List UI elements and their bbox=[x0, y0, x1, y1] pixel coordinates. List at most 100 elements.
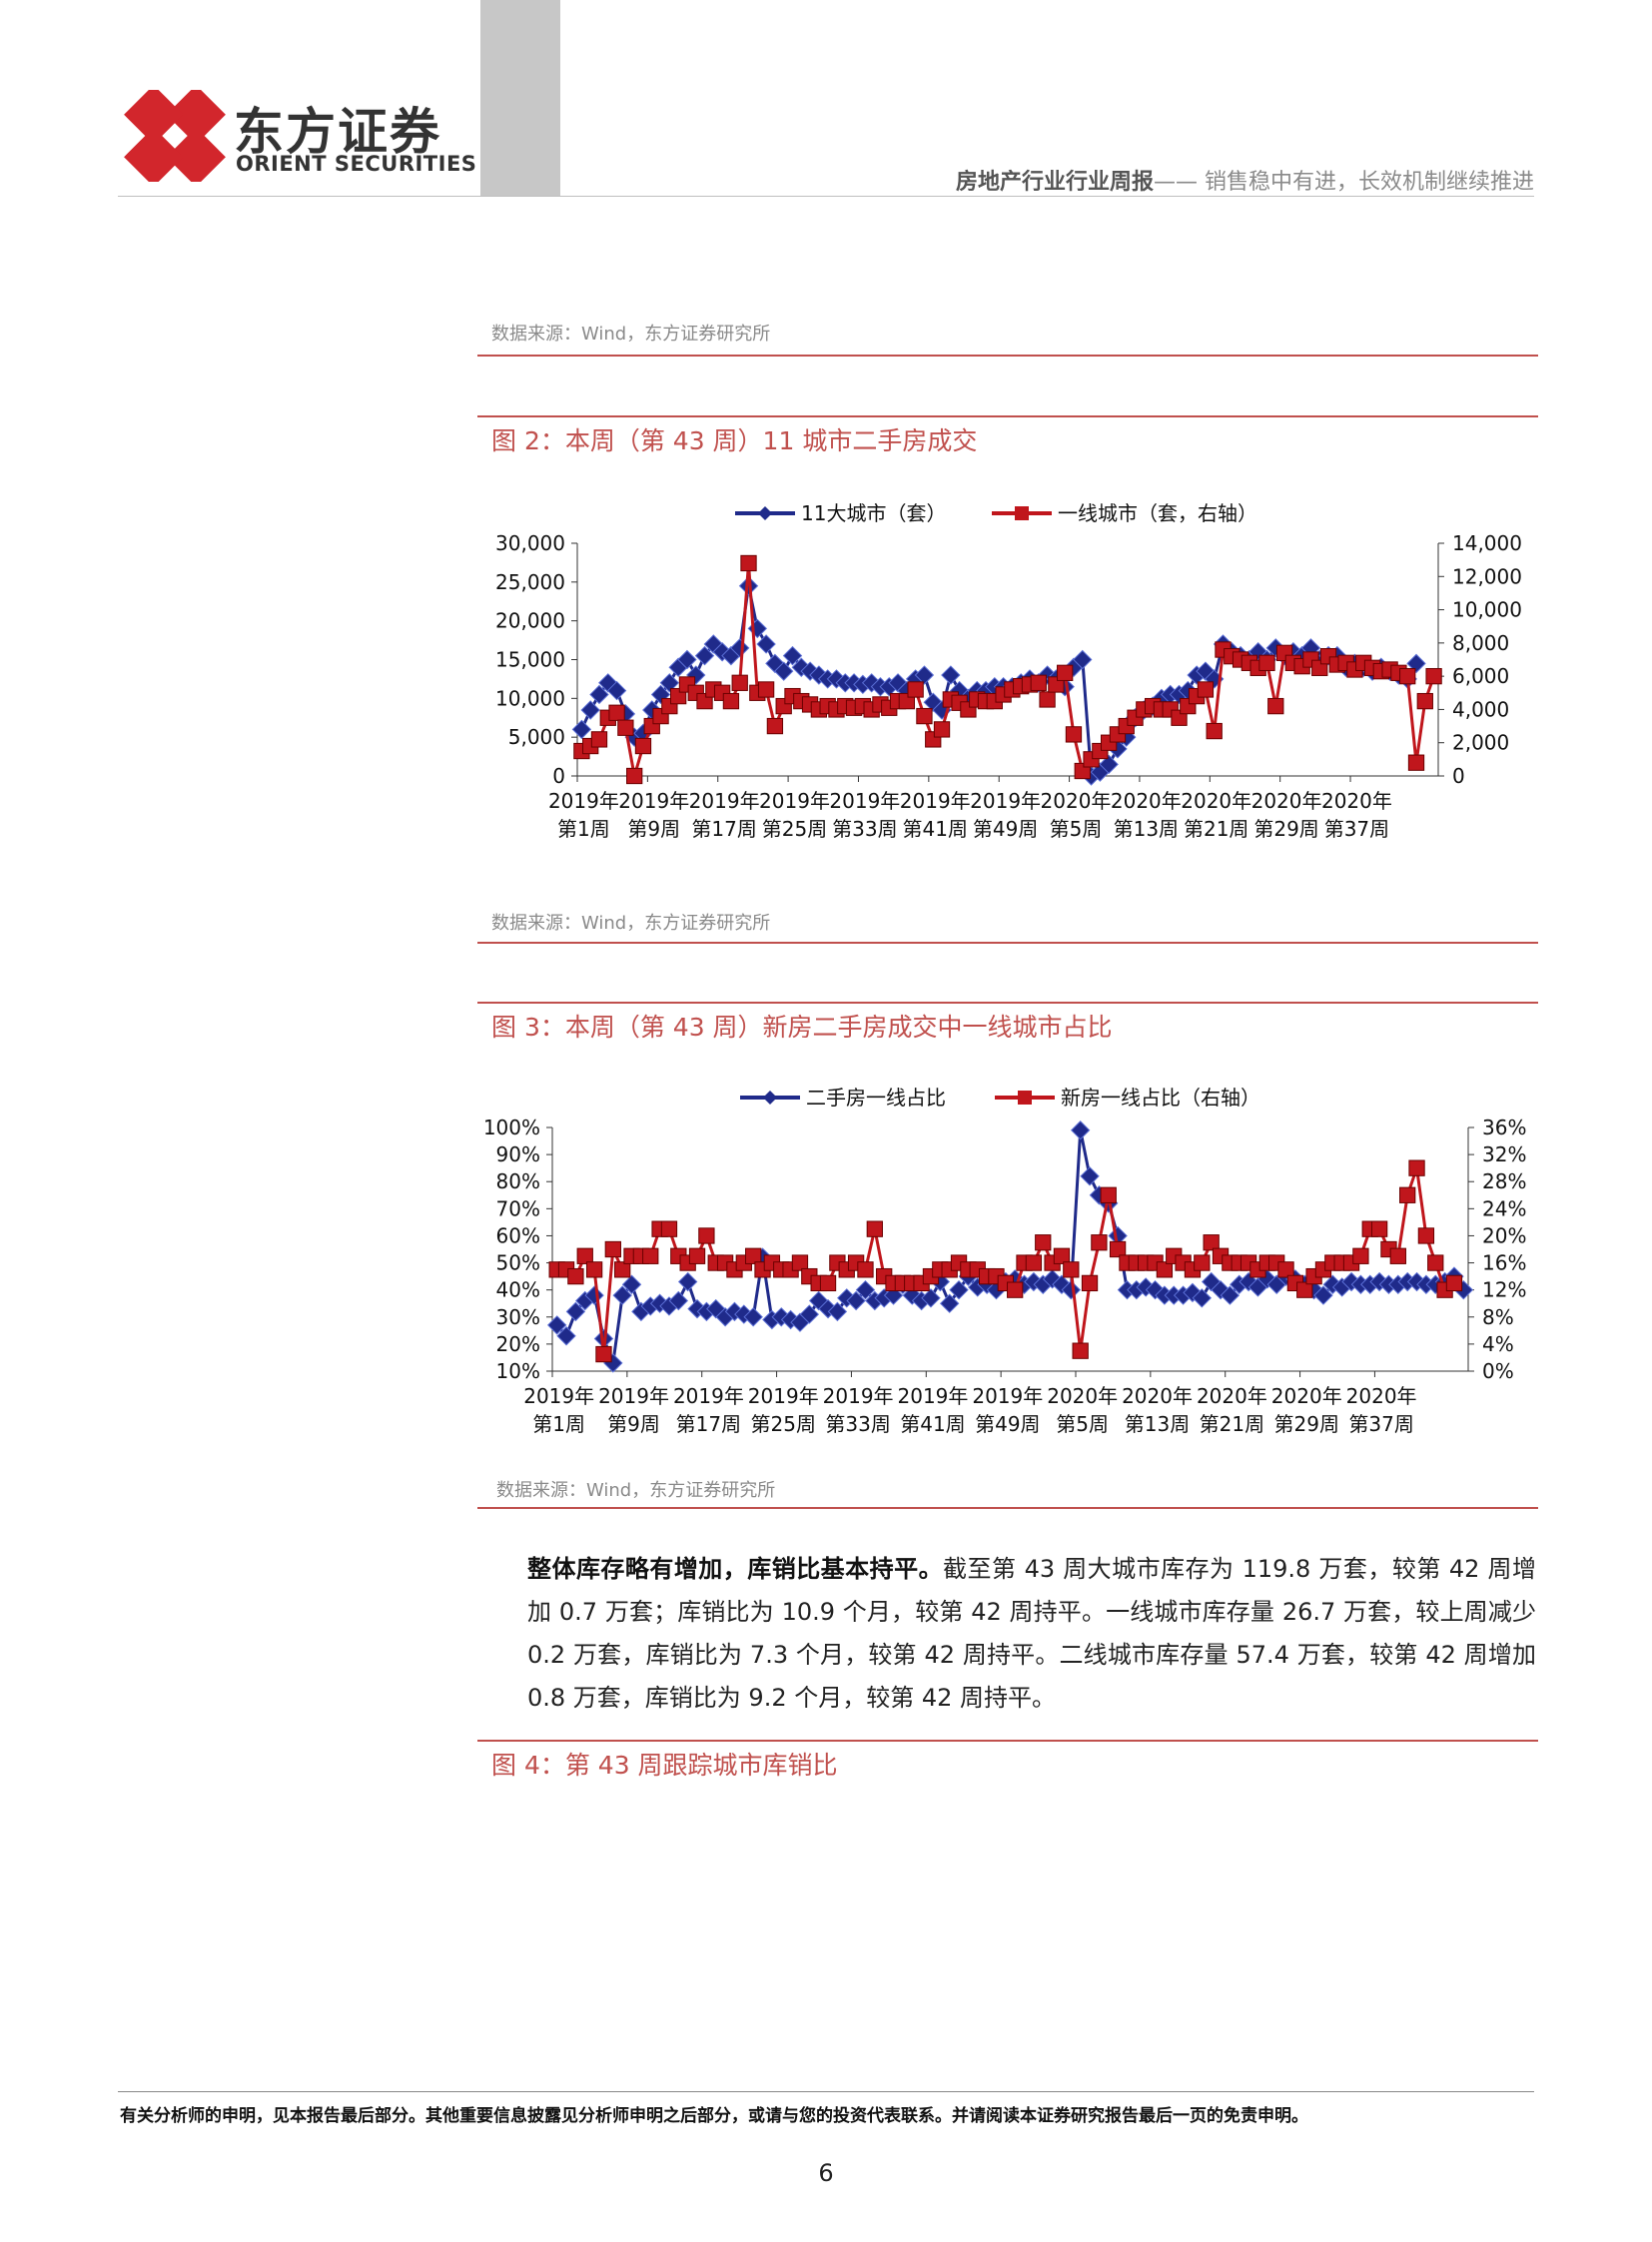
inventory-paragraph: 整体库存略有增加，库销比基本持平。截至第 43 周大城市库存为 119.8 万套… bbox=[527, 1548, 1536, 1720]
y-tick-label-left: 60% bbox=[496, 1223, 540, 1247]
x-tick-label-week: 第33周 bbox=[825, 1412, 890, 1436]
x-tick-label-week: 第1周 bbox=[557, 817, 610, 841]
y-tick-label-right: 28% bbox=[1482, 1169, 1526, 1193]
data-point-square bbox=[1389, 1247, 1406, 1264]
data-point-diamond bbox=[694, 645, 715, 666]
data-point-square bbox=[745, 1247, 762, 1264]
data-point-diamond bbox=[612, 1285, 632, 1305]
x-tick-label-week: 第41周 bbox=[903, 817, 968, 841]
data-point-square bbox=[585, 1261, 603, 1278]
x-tick-label-year: 2019年 bbox=[673, 1384, 744, 1408]
data-point-square bbox=[1065, 726, 1083, 743]
data-point-diamond bbox=[827, 1301, 848, 1322]
x-tick-label-week: 第25周 bbox=[762, 817, 827, 841]
x-tick-label-year: 2020年 bbox=[1047, 1384, 1118, 1408]
data-point-square bbox=[766, 717, 784, 735]
divider-red bbox=[477, 355, 1538, 357]
data-point-diamond bbox=[941, 665, 961, 685]
data-point-diamond bbox=[855, 1279, 876, 1300]
orient-securities-logo bbox=[124, 90, 226, 182]
figure-3-top-rule bbox=[477, 1002, 1538, 1004]
data-point-diamond bbox=[914, 665, 935, 685]
data-point-diamond bbox=[1406, 653, 1426, 674]
y-tick-label-right: 14,000 bbox=[1452, 531, 1522, 555]
x-tick-label-year: 2020年 bbox=[1321, 789, 1392, 813]
y-tick-label-right: 16% bbox=[1482, 1251, 1526, 1275]
figure-2-top-rule bbox=[477, 415, 1538, 417]
series-line-1 bbox=[555, 1129, 1465, 1364]
data-point-square bbox=[1352, 1247, 1369, 1264]
y-tick-label-right: 12,000 bbox=[1452, 564, 1522, 588]
data-point-square bbox=[1427, 1254, 1444, 1271]
data-point-square bbox=[866, 1220, 883, 1237]
data-point-diamond bbox=[1313, 1285, 1333, 1305]
y-tick-label-left: 5,000 bbox=[508, 725, 565, 749]
x-tick-label-week: 第17周 bbox=[676, 1412, 741, 1436]
x-tick-label-week: 第37周 bbox=[1348, 1412, 1413, 1436]
data-point-square bbox=[634, 737, 652, 755]
data-point-square bbox=[1445, 1274, 1463, 1292]
y-tick-label-right: 10,000 bbox=[1452, 598, 1522, 622]
data-point-diamond bbox=[1070, 1121, 1091, 1140]
x-tick-label-year: 2019年 bbox=[548, 789, 619, 813]
x-tick-label-year: 2020年 bbox=[1271, 1384, 1342, 1408]
y-tick-label-left: 20% bbox=[496, 1332, 540, 1356]
data-point-square bbox=[614, 1261, 631, 1278]
report-header-title: 房地产行业行业周报—— 销售稳中有进，长效机制继续推进 bbox=[956, 164, 1534, 196]
data-point-diamond bbox=[1220, 1285, 1240, 1305]
data-point-square bbox=[1425, 667, 1442, 685]
data-point-square bbox=[1194, 1254, 1211, 1271]
data-point-square bbox=[1053, 1247, 1071, 1264]
logo-chinese-name: 东方证券 bbox=[234, 103, 441, 161]
figure-3-chart: 10% 20% 30% 40% 50% 60% 70% 80% 90% 100% 0% 4% 8% 12%… bbox=[483, 1086, 1527, 1436]
data-point-diamond bbox=[659, 673, 680, 693]
data-point-square bbox=[819, 1274, 837, 1292]
y-tick-label-left: 20,000 bbox=[495, 609, 565, 633]
data-point-square bbox=[1109, 1240, 1127, 1258]
y-tick-label-left: 50% bbox=[496, 1251, 540, 1275]
data-point-diamond bbox=[589, 684, 609, 705]
data-point-square bbox=[1156, 1261, 1174, 1278]
data-point-square bbox=[1100, 1186, 1117, 1203]
legend-marker-diamond bbox=[758, 506, 772, 520]
data-point-square bbox=[1407, 754, 1425, 771]
header-divider bbox=[118, 196, 1534, 197]
x-tick-label-week: 第49周 bbox=[975, 1412, 1040, 1436]
data-point-square bbox=[1267, 697, 1284, 715]
y-tick-label-left: 30,000 bbox=[495, 531, 565, 555]
data-point-diamond bbox=[556, 1326, 576, 1346]
data-point-square bbox=[933, 721, 951, 738]
data-point-square bbox=[688, 1247, 706, 1264]
x-tick-label-year: 2020年 bbox=[1111, 789, 1182, 813]
y-tick-label-right: 4,000 bbox=[1452, 697, 1509, 721]
data-point-diamond bbox=[1192, 1288, 1213, 1308]
figure-4-top-rule bbox=[477, 1740, 1538, 1742]
data-point-diamond bbox=[773, 661, 794, 681]
x-tick-label-year: 2019年 bbox=[972, 1384, 1043, 1408]
x-tick-label-year: 2019年 bbox=[598, 1384, 669, 1408]
x-tick-label-year: 2019年 bbox=[759, 789, 830, 813]
data-point-diamond bbox=[730, 638, 750, 658]
data-point-square bbox=[567, 1267, 584, 1285]
data-point-square bbox=[791, 1254, 809, 1271]
legend-label-2: 一线城市（套，右轴） bbox=[1058, 501, 1257, 525]
y-tick-label-right: 36% bbox=[1482, 1116, 1526, 1139]
x-tick-label-week: 第5周 bbox=[1056, 1412, 1109, 1436]
data-point-diamond bbox=[799, 1304, 820, 1324]
data-point-diamond bbox=[756, 634, 776, 654]
footer-divider bbox=[118, 2091, 1534, 2092]
data-point-square bbox=[1035, 1234, 1052, 1251]
data-point-square bbox=[1203, 1234, 1220, 1251]
top-source-note: 数据来源：Wind，东方证券研究所 bbox=[491, 324, 771, 345]
data-point-square bbox=[1025, 1254, 1043, 1271]
data-point-square bbox=[595, 1345, 612, 1363]
x-tick-label-week: 第1周 bbox=[532, 1412, 585, 1436]
figure-2-source: 数据来源：Wind，东方证券研究所 bbox=[491, 913, 771, 934]
page-number: 6 bbox=[818, 2159, 834, 2187]
x-tick-label-week: 第17周 bbox=[691, 817, 756, 841]
data-point-diamond bbox=[1080, 1166, 1100, 1186]
x-tick-label-week: 第21周 bbox=[1184, 817, 1248, 841]
x-tick-label-year: 2019年 bbox=[823, 1384, 894, 1408]
data-point-square bbox=[604, 1240, 621, 1258]
y-tick-label-right: 4% bbox=[1482, 1332, 1514, 1356]
